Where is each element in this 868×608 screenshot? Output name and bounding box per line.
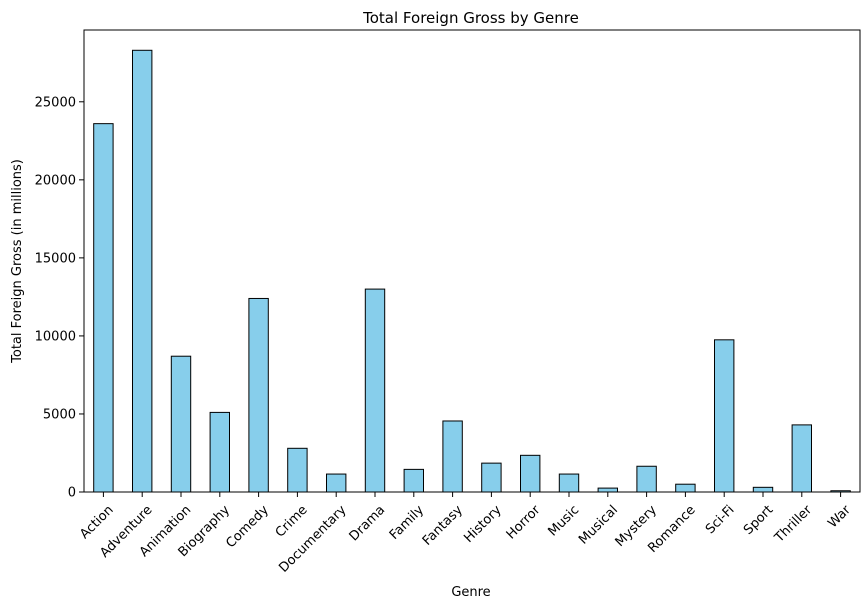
y-axis-title: Total Foreign Gross (in millions) xyxy=(10,159,25,364)
y-tick-label: 10000 xyxy=(35,329,76,344)
bar-crime xyxy=(287,447,308,493)
bar-history xyxy=(481,462,502,493)
bar-fantasy xyxy=(442,420,463,493)
bar-family xyxy=(403,468,425,493)
bar-documentary xyxy=(326,473,347,493)
x-tick-label: Sport xyxy=(741,503,776,538)
x-tick-label: Music xyxy=(545,503,582,540)
y-axis-ticks: 0 5000 10000 15000 20000 25000 xyxy=(35,95,84,501)
bar-musical xyxy=(597,487,618,493)
plot-frame xyxy=(83,29,861,493)
bar-action xyxy=(93,123,114,493)
x-tick-label: Comedy xyxy=(223,502,272,551)
bar-thriller xyxy=(791,424,812,493)
bar-horror xyxy=(520,454,541,493)
bar-sport xyxy=(752,486,774,493)
bar-biography xyxy=(209,411,231,493)
y-tick-label: 25000 xyxy=(35,95,76,110)
x-axis-title: Genre xyxy=(451,585,490,600)
bar-animation xyxy=(170,355,192,493)
x-tick-label: Documentary xyxy=(276,502,349,575)
x-tick-label: Sci-Fi xyxy=(703,503,738,538)
bars-group xyxy=(93,49,851,493)
bar-music xyxy=(558,473,580,493)
x-tick-label: Crime xyxy=(273,503,311,541)
x-tick-label: War xyxy=(825,502,854,531)
bar-adventure xyxy=(132,49,153,493)
chart-title: Total Foreign Gross by Genre xyxy=(362,9,579,27)
x-tick-label: History xyxy=(461,502,505,546)
bar-drama xyxy=(364,288,386,493)
x-tick-label: Drama xyxy=(347,503,389,545)
y-tick-label: 20000 xyxy=(35,173,76,188)
bar-romance xyxy=(675,483,696,493)
bar-comedy xyxy=(248,297,269,493)
x-tick-label: Thriller xyxy=(771,502,815,546)
bar-mystery xyxy=(636,465,657,493)
y-tick-label: 0 xyxy=(68,486,76,501)
x-tick-label: Horror xyxy=(504,502,544,542)
x-tick-label: Fantasy xyxy=(420,502,466,548)
y-tick-label: 5000 xyxy=(43,408,76,423)
bar-sci-fi xyxy=(714,339,735,493)
y-tick-label: 15000 xyxy=(35,251,76,266)
